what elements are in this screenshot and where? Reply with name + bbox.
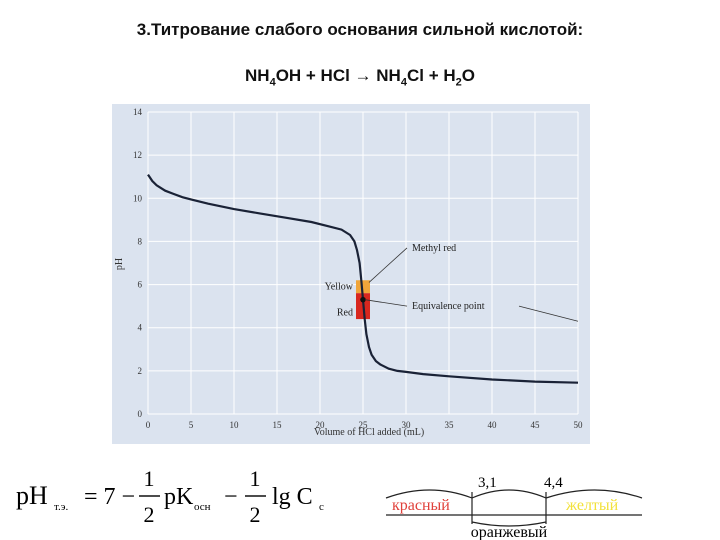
scale-bottom-arc [471, 521, 547, 527]
formula-frac1-num: 1 [144, 466, 155, 491]
scale-value-4-4: 4,4 [544, 475, 563, 491]
y-tick-label: 8 [138, 236, 143, 246]
red-label: Red [337, 308, 353, 319]
x-tick-label: 25 [359, 420, 369, 430]
yellow-label: Yellow [325, 282, 354, 293]
scale-mid-arc [471, 489, 547, 499]
scale-right-label: желтый [565, 497, 619, 514]
y-axis-label: pH [114, 258, 125, 270]
formula-pk: pK [164, 484, 194, 510]
titration-chart: 0 2 4 6 8 10 12 14 0 5 10 15 20 25 30 35 40 45 50 Volume o… [112, 104, 590, 444]
eq-sub: 4 [400, 76, 407, 89]
x-tick-label: 15 [273, 420, 283, 430]
titration-curve [147, 173, 579, 384]
formula-equals-7: = 7 − [84, 484, 135, 510]
x-tick-label: 35 [445, 420, 455, 430]
plot-background [112, 104, 590, 444]
formula-c-sub: c [319, 501, 324, 513]
x-tick-label: 20 [316, 420, 326, 430]
formula-frac2-num: 1 [250, 466, 261, 491]
formula-minus: − [224, 484, 238, 510]
eq-part: NH [245, 66, 270, 85]
x-tick-label: 5 [189, 420, 194, 430]
eq-sub: 4 [269, 76, 276, 89]
y-tick-label: 6 [138, 280, 143, 290]
formula-frac2-den: 2 [250, 502, 261, 527]
formula-pk-sub: осн [194, 501, 211, 513]
methyl-red-label: Methyl red [412, 243, 456, 254]
formula-ph: pH [16, 481, 48, 510]
grid-lines [147, 111, 579, 415]
eq-sub: 2 [455, 76, 462, 89]
indicator-yellow-band [356, 280, 370, 294]
formula-frac1-den: 2 [144, 502, 155, 527]
scale-value-3-1: 3,1 [478, 475, 497, 491]
scale-bottom-label: оранжевый [471, 524, 548, 540]
annotations: Methyl red Equivalence point Yellow Red [325, 243, 579, 322]
scale-left-arc [385, 489, 473, 499]
x-axis-label: Volume of HCl added (mL) [314, 427, 424, 438]
eq-part: OH + HCl → NH [275, 66, 401, 85]
equivalence-pointer-tail [518, 305, 579, 322]
eq-part: O [461, 66, 475, 85]
formula-lgc: lg C [272, 484, 313, 510]
y-tick-label: 14 [133, 107, 143, 117]
tick-labels: 0 2 4 6 8 10 12 14 0 5 10 15 20 25 30 35 40 45 50 [133, 107, 583, 430]
y-tick-label: 2 [138, 366, 143, 376]
reaction-equation: NH4OH + HCl → NH4Cl + H2O [0, 66, 720, 88]
x-tick-label: 30 [402, 420, 412, 430]
slide-title: 3.Титрование слабого основания сильной к… [136, 20, 584, 39]
eq-part: Cl + H [406, 66, 456, 85]
ph-formula: pH т.э. = 7 − 1 2 pK осн − 1 2 lg C c [16, 466, 324, 527]
equivalence-pointer [364, 299, 408, 307]
formula-ph-sub: т.э. [54, 501, 68, 513]
x-tick-label: 45 [531, 420, 541, 430]
x-tick-label: 50 [574, 420, 584, 430]
y-tick-label: 10 [133, 193, 143, 203]
scale-left-label: красный [392, 497, 450, 514]
methyl-red-pointer [368, 247, 408, 283]
y-tick-label: 0 [138, 409, 143, 419]
x-tick-label: 40 [488, 420, 498, 430]
equivalence-point-label: Equivalence point [412, 301, 485, 312]
y-tick-label: 12 [133, 150, 142, 160]
equivalence-point-marker [360, 296, 366, 303]
y-tick-label: 4 [138, 323, 143, 333]
x-tick-label: 0 [146, 420, 151, 430]
methyl-red-scale: 3,1 4,4 красный желтый оранжевый [385, 475, 643, 540]
scale-right-arc [545, 489, 643, 499]
x-tick-label: 10 [230, 420, 240, 430]
